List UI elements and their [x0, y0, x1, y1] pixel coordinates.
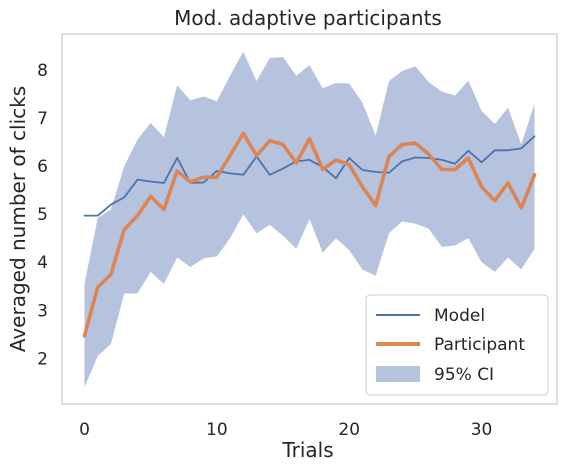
legend-participant-label: Participant [434, 335, 525, 355]
x-tick-label: 0 [79, 420, 90, 440]
y-tick-label: 7 [37, 109, 48, 129]
lines-layer [82, 131, 537, 338]
legend-ci-swatch [376, 366, 420, 382]
series-line-participant [82, 131, 537, 338]
legend-model-label: Model [434, 306, 485, 326]
y-tick-label: 4 [37, 253, 48, 273]
series-line-model [83, 135, 536, 217]
plot-frame [61, 33, 558, 405]
y-tick-label: 8 [37, 61, 48, 81]
x-axis-label: Trials [281, 438, 333, 462]
y-tick-labels: 2 3 4 5 6 7 8 [37, 61, 48, 369]
x-tick-label: 10 [206, 420, 228, 440]
y-tick-label: 5 [37, 205, 48, 225]
x-tick-labels: 0 10 20 30 [79, 420, 492, 440]
x-tick-label: 20 [338, 420, 360, 440]
y-axis-label: Averaged number of clicks [6, 86, 30, 352]
y-tick-label: 2 [37, 349, 48, 369]
y-tick-label: 3 [37, 301, 48, 321]
ci-band [84, 51, 535, 388]
legend-ci-label: 95% CI [434, 365, 494, 385]
x-tick-label: 30 [471, 420, 493, 440]
chart-title: Mod. adaptive participants [174, 6, 442, 30]
y-tick-label: 6 [37, 157, 48, 177]
ci-layer [84, 51, 535, 388]
legend: Model Participant 95% CI [365, 294, 549, 396]
